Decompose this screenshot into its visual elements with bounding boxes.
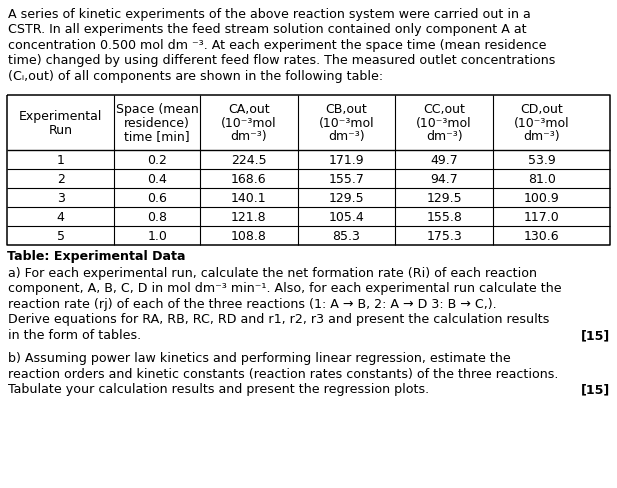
Text: 100.9: 100.9 bbox=[524, 192, 560, 204]
Text: 121.8: 121.8 bbox=[231, 210, 267, 224]
Text: time [min]: time [min] bbox=[125, 130, 190, 143]
Text: 129.5: 129.5 bbox=[426, 192, 462, 204]
Text: 129.5: 129.5 bbox=[329, 192, 364, 204]
Text: 175.3: 175.3 bbox=[426, 229, 462, 243]
Text: residence): residence) bbox=[124, 117, 190, 130]
Text: 168.6: 168.6 bbox=[231, 173, 267, 185]
Text: time) changed by using different feed flow rates. The measured outlet concentrat: time) changed by using different feed fl… bbox=[8, 54, 555, 67]
Text: 4: 4 bbox=[57, 210, 65, 224]
Text: [15]: [15] bbox=[581, 383, 610, 396]
Text: reaction rate (rj) of each of the three reactions (1: A → B, 2: A → D 3: B → C,): reaction rate (rj) of each of the three … bbox=[8, 297, 497, 310]
Text: A series of kinetic experiments of the above reaction system were carried out in: A series of kinetic experiments of the a… bbox=[8, 8, 531, 21]
Text: Space (mean: Space (mean bbox=[116, 103, 199, 116]
Text: (10⁻³mol: (10⁻³mol bbox=[221, 117, 276, 130]
Text: CSTR. In all experiments the feed stream solution contained only component A at: CSTR. In all experiments the feed stream… bbox=[8, 23, 527, 37]
Text: 3: 3 bbox=[57, 192, 65, 204]
Text: b) Assuming power law kinetics and performing linear regression, estimate the: b) Assuming power law kinetics and perfo… bbox=[8, 352, 511, 365]
Text: 0.8: 0.8 bbox=[147, 210, 167, 224]
Text: CA,out: CA,out bbox=[228, 103, 270, 116]
Text: 117.0: 117.0 bbox=[524, 210, 560, 224]
Text: 108.8: 108.8 bbox=[231, 229, 267, 243]
Text: 0.6: 0.6 bbox=[147, 192, 167, 204]
Text: dm⁻³): dm⁻³) bbox=[231, 130, 267, 143]
Text: 130.6: 130.6 bbox=[524, 229, 560, 243]
Text: reaction orders and kinetic constants (reaction rates constants) of the three re: reaction orders and kinetic constants (r… bbox=[8, 367, 558, 380]
Text: 1: 1 bbox=[57, 154, 65, 167]
Text: 171.9: 171.9 bbox=[329, 154, 364, 167]
Text: 94.7: 94.7 bbox=[430, 173, 458, 185]
Text: dm⁻³): dm⁻³) bbox=[328, 130, 365, 143]
Text: CC,out: CC,out bbox=[423, 103, 465, 116]
Text: 85.3: 85.3 bbox=[333, 229, 360, 243]
Text: a) For each experimental run, calculate the net formation rate (Ri) of each reac: a) For each experimental run, calculate … bbox=[8, 266, 537, 280]
Text: [15]: [15] bbox=[581, 328, 610, 341]
Text: 53.9: 53.9 bbox=[528, 154, 556, 167]
Text: Table: Experimental Data: Table: Experimental Data bbox=[7, 249, 186, 263]
Text: 49.7: 49.7 bbox=[430, 154, 458, 167]
Text: (Cᵢ,out) of all components are shown in the following table:: (Cᵢ,out) of all components are shown in … bbox=[8, 70, 383, 83]
Text: concentration 0.500 mol dm ⁻³. At each experiment the space time (mean residence: concentration 0.500 mol dm ⁻³. At each e… bbox=[8, 39, 547, 52]
Text: CD,out: CD,out bbox=[521, 103, 563, 116]
Text: in the form of tables.: in the form of tables. bbox=[8, 328, 141, 341]
Text: 155.8: 155.8 bbox=[426, 210, 462, 224]
Text: 81.0: 81.0 bbox=[528, 173, 556, 185]
Text: Experimental: Experimental bbox=[19, 110, 102, 123]
Text: 140.1: 140.1 bbox=[231, 192, 267, 204]
Text: 105.4: 105.4 bbox=[329, 210, 365, 224]
Text: 1.0: 1.0 bbox=[147, 229, 167, 243]
Text: Run: Run bbox=[49, 123, 73, 137]
Text: 0.2: 0.2 bbox=[147, 154, 167, 167]
Text: 155.7: 155.7 bbox=[328, 173, 365, 185]
Text: Tabulate your calculation results and present the regression plots.: Tabulate your calculation results and pr… bbox=[8, 383, 429, 396]
Text: CB,out: CB,out bbox=[326, 103, 367, 116]
Text: component, A, B, C, D in mol dm⁻³ min⁻¹. Also, for each experimental run calcula: component, A, B, C, D in mol dm⁻³ min⁻¹.… bbox=[8, 282, 561, 295]
Text: (10⁻³mol: (10⁻³mol bbox=[514, 117, 569, 130]
Text: 0.4: 0.4 bbox=[147, 173, 167, 185]
Text: dm⁻³): dm⁻³) bbox=[426, 130, 463, 143]
Text: Derive equations for RA, RB, RC, RD and r1, r2, r3 and present the calculation r: Derive equations for RA, RB, RC, RD and … bbox=[8, 313, 549, 326]
Text: dm⁻³): dm⁻³) bbox=[524, 130, 560, 143]
Text: 224.5: 224.5 bbox=[231, 154, 267, 167]
Text: 2: 2 bbox=[57, 173, 65, 185]
Text: (10⁻³mol: (10⁻³mol bbox=[318, 117, 375, 130]
Text: (10⁻³mol: (10⁻³mol bbox=[416, 117, 472, 130]
Text: 5: 5 bbox=[57, 229, 65, 243]
